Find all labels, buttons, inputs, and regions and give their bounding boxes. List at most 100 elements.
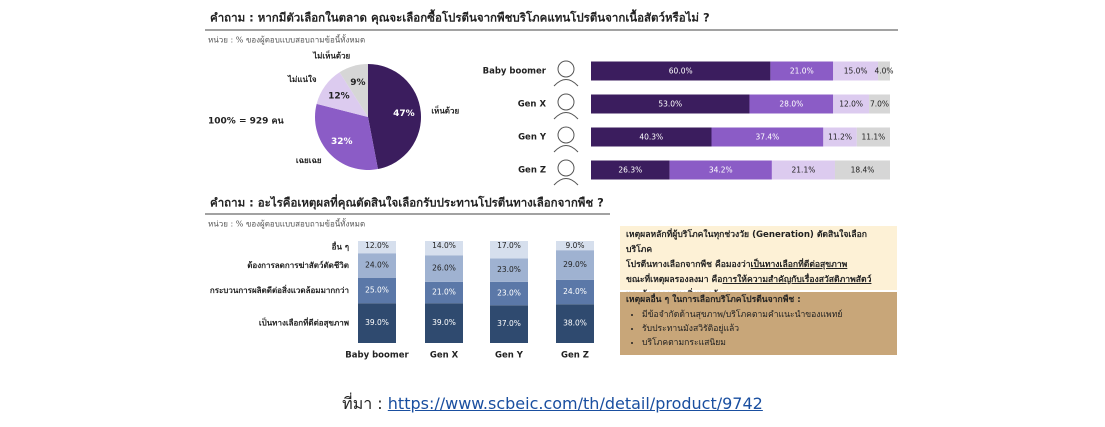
slice-category-label: ไม่แน่ใจ: [287, 74, 317, 84]
bar-value-label: 9.0%: [565, 241, 584, 250]
bar-value-label: 14.0%: [432, 241, 456, 250]
person-icon: [553, 79, 579, 87]
bar-segment: [490, 281, 528, 306]
bar-segment: [669, 160, 772, 180]
bar-segment: [556, 304, 594, 343]
series-label: อื่น ๆ: [331, 241, 349, 252]
infographic: คำถาม : หากมีตัวเลือกในตลาด คุณจะเลือกซื…: [205, 9, 898, 361]
bar-segment: [556, 241, 594, 251]
pie-slice: [368, 64, 422, 170]
bar-segment: [711, 127, 824, 147]
reason-list: มีข้อจำกัดด้านสุขภาพ/บริโภคตามคำแนะนำของ…: [626, 308, 891, 350]
bar-value-label: 37.0%: [497, 319, 521, 328]
slice-category-label: เห็นด้วย: [431, 105, 459, 116]
person-icon: [553, 112, 579, 120]
bar-value-label: 28.0%: [779, 100, 803, 109]
bar-segment: [823, 127, 857, 147]
bar-segment: [358, 253, 396, 278]
slice-category-label: ไม่เห็นด้วย: [312, 49, 350, 60]
bar-segment: [358, 277, 396, 304]
bar-value-label: 37.4%: [755, 133, 779, 142]
source-link[interactable]: https://www.scbeic.com/th/detail/product…: [387, 394, 763, 413]
bar-value-label: 24.0%: [563, 287, 587, 296]
bar-value-label: 11.1%: [861, 133, 885, 142]
source-label: ที่มา :: [342, 394, 388, 413]
bar-segment: [556, 279, 594, 305]
text-segment: เป็นทางเลือกที่ดีต่อสุขภาพ: [750, 260, 848, 270]
person-icon: [553, 178, 579, 186]
bar-segment: [425, 281, 463, 304]
bar-value-label: 12.0%: [839, 100, 863, 109]
section-title: คำถาม : อะไรคือเหตุผลที่คุณตัดสินใจเลือก…: [210, 194, 604, 211]
person-icon: [557, 159, 575, 177]
pie-slice: [316, 72, 368, 117]
series-label: กระบวนการผลิตดีต่อสิ่งแวดล้อมมากกว่า: [210, 284, 349, 295]
unit-note: หน่วย : % ของผู้ตอบแบบสอบถามข้อนี้ทั้งหม…: [208, 218, 365, 230]
reason-item: บริโภคตามกระแสนิยม: [642, 336, 891, 350]
bar-segment: [834, 160, 890, 180]
bar-value-label: 25.0%: [365, 285, 389, 294]
bar-segment: [591, 94, 750, 114]
bar-segment: [358, 303, 396, 343]
bar-value-label: 23.0%: [497, 289, 521, 298]
bar-segment: [591, 61, 771, 81]
bar-value-label: 40.3%: [639, 133, 663, 142]
bar-segment: [878, 61, 890, 81]
bar-value-label: 26.0%: [432, 264, 456, 273]
slice-value-label: 32%: [331, 137, 353, 147]
person-icon: [553, 145, 579, 153]
key-findings-box: เหตุผลหลักที่ผู้บริโภคในทุกช่วงวัย (Gene…: [620, 226, 897, 300]
bar-value-label: 34.2%: [709, 166, 733, 175]
bar-value-label: 60.0%: [669, 67, 693, 76]
pie-annotation: 100% = 929 คน: [208, 117, 285, 127]
box-title: เหตุผลอื่น ๆ ในการเลือกบริโภคโปรตีนจากพื…: [626, 295, 801, 305]
slice-value-label: 12%: [328, 91, 350, 101]
series-label: เป็นทางเลือกที่ดีต่อสุขภาพ: [259, 317, 349, 329]
bar-value-label: 7.0%: [870, 100, 889, 109]
bar-segment: [869, 94, 890, 114]
bar-value-label: 12.0%: [365, 241, 389, 250]
bar-segment: [591, 127, 712, 147]
slice-category-label: เฉยเฉย: [296, 156, 322, 165]
unit-note: หน่วย : % ของผู้ตอบแบบสอบถามข้อนี้ทั้งหม…: [208, 34, 365, 46]
person-icon: [557, 60, 575, 78]
text-segment: โปรตีนทางเลือกจากพืช คือมองว่า: [626, 260, 751, 270]
person-icon: [557, 126, 575, 144]
text-segment: ขณะที่เหตุผลรองลงมา คือ: [626, 275, 723, 285]
bar-segment: [425, 303, 463, 343]
bar-segment: [425, 255, 463, 282]
bar-value-label: 39.0%: [432, 318, 456, 327]
bar-value-label: 39.0%: [365, 318, 389, 327]
bar-value-label: 53.0%: [658, 100, 682, 109]
category-label: Gen X: [518, 100, 547, 110]
reason-item: รับประทานมังสวิรัติอยู่แล้ว: [642, 322, 891, 336]
bar-value-label: 4.0%: [874, 67, 893, 76]
bar-segment: [833, 61, 879, 81]
category-label: Gen Z: [518, 166, 546, 176]
text-line: เหตุผลหลักที่ผู้บริโภคในทุกช่วงวัย (Gene…: [626, 228, 891, 258]
category-label: Gen Y: [495, 351, 524, 361]
bar-value-label: 21.1%: [792, 166, 816, 175]
slice-value-label: 47%: [393, 109, 415, 119]
bar-value-label: 38.0%: [563, 319, 587, 328]
category-label: Gen X: [430, 351, 459, 361]
pie-slice: [315, 103, 378, 170]
bar-value-label: 24.0%: [365, 260, 389, 269]
bar-segment: [591, 160, 670, 180]
other-reasons-box: เหตุผลอื่น ๆ ในการเลือกบริโภคโปรตีนจากพื…: [620, 292, 897, 355]
bar-value-label: 11.2%: [828, 133, 852, 142]
category-label: Baby boomer: [483, 67, 547, 77]
category-label: Gen Y: [518, 133, 547, 143]
bar-segment: [771, 160, 835, 180]
bar-segment: [490, 258, 528, 282]
bar-value-label: 18.4%: [851, 166, 875, 175]
bar-value-label: 26.3%: [618, 166, 642, 175]
series-label: ต้องการลดการฆ่าสัตว์ตัดชีวิต: [247, 260, 349, 270]
bar-segment: [770, 61, 834, 81]
text-line: ขณะที่เหตุผลรองลงมา คือการให้ความสำคัญกั…: [626, 273, 891, 288]
category-label: Baby boomer: [345, 351, 409, 361]
text-segment: การให้ความสำคัญกับเรื่องสวัสดิภาพสัตว์: [722, 275, 872, 285]
bar-value-label: 21.0%: [790, 67, 814, 76]
pie-slice: [339, 64, 368, 117]
text-segment: เหตุผลหลักที่ผู้บริโภคในทุกช่วงวัย (Gene…: [626, 230, 867, 255]
